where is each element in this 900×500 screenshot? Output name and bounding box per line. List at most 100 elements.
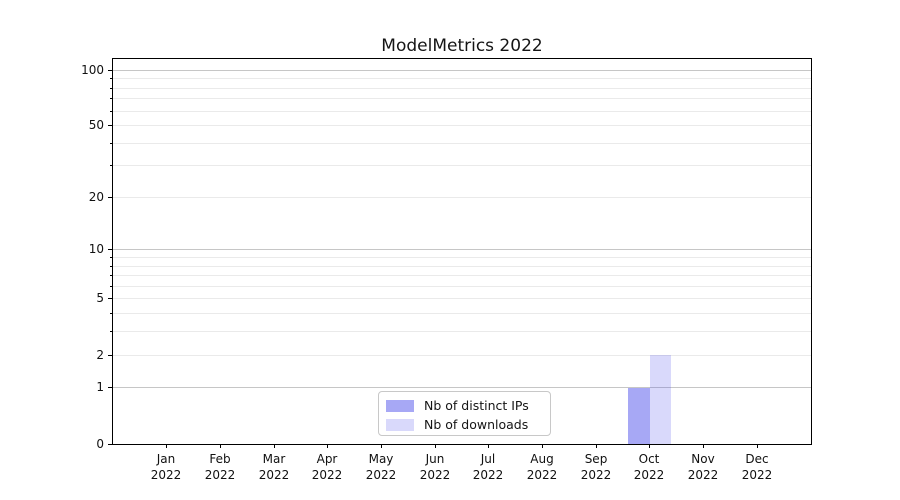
y-tick-mark — [108, 355, 112, 356]
x-tick-label-oct: Oct 2022 — [619, 451, 679, 483]
x-tick-mark — [703, 444, 704, 448]
x-tick-year: 2022 — [472, 468, 504, 482]
x-tick-mark — [220, 444, 221, 448]
x-tick-label-aug: Aug 2022 — [512, 451, 572, 483]
y-tick-mark — [108, 197, 112, 198]
y-tick-mark — [108, 70, 112, 71]
y-tick-mark — [108, 298, 112, 299]
x-tick-mark — [327, 444, 328, 448]
x-tick-year: 2022 — [687, 468, 719, 482]
legend-swatch — [386, 399, 414, 412]
x-tick-mark — [649, 444, 650, 448]
y-minor-tick-mark — [110, 88, 112, 89]
y-tick-label: 100 — [81, 63, 104, 77]
x-tick-mark — [435, 444, 436, 448]
x-tick-month: Apr — [316, 452, 338, 466]
x-tick-month: Jul — [480, 452, 496, 466]
legend: Nb of distinct IPs Nb of downloads — [378, 391, 551, 436]
y-minor-tick-mark — [110, 165, 112, 166]
x-tick-mark — [381, 444, 382, 448]
x-tick-year: 2022 — [741, 468, 773, 482]
minor-gridline — [113, 266, 811, 267]
y-minor-tick-mark — [110, 98, 112, 99]
x-tick-month: Jan — [156, 452, 176, 466]
x-tick-year: 2022 — [204, 468, 236, 482]
x-tick-year: 2022 — [580, 468, 612, 482]
x-tick-label-jul: Jul 2022 — [458, 451, 518, 483]
x-tick-month: Feb — [209, 452, 231, 466]
x-tick-label-jan: Jan 2022 — [136, 451, 196, 483]
x-tick-month: Nov — [691, 452, 715, 466]
minor-gridline — [113, 355, 811, 356]
x-tick-month: Sep — [584, 452, 608, 466]
minor-gridline — [113, 197, 811, 198]
minor-gridline — [113, 98, 811, 99]
legend-swatch — [386, 418, 414, 431]
x-tick-month: Mar — [262, 452, 286, 466]
x-tick-label-apr: Apr 2022 — [297, 451, 357, 483]
minor-gridline — [113, 143, 811, 144]
major-gridline — [113, 249, 811, 250]
x-tick-year: 2022 — [150, 468, 182, 482]
x-tick-year: 2022 — [258, 468, 290, 482]
x-tick-label-dec: Dec 2022 — [727, 451, 787, 483]
minor-gridline — [113, 111, 811, 112]
legend-label: Nb of distinct IPs — [424, 398, 529, 413]
x-tick-year: 2022 — [526, 468, 558, 482]
x-tick-month: Aug — [530, 452, 554, 466]
x-tick-label-may: May 2022 — [351, 451, 411, 483]
x-tick-month: Jun — [425, 452, 445, 466]
x-tick-label-sep: Sep 2022 — [566, 451, 626, 483]
y-minor-tick-mark — [110, 286, 112, 287]
y-tick-label: 1 — [96, 380, 104, 394]
y-minor-tick-mark — [110, 313, 112, 314]
x-tick-year: 2022 — [311, 468, 343, 482]
x-tick-year: 2022 — [419, 468, 451, 482]
y-tick-label: 10 — [88, 242, 104, 256]
x-tick-year: 2022 — [633, 468, 665, 482]
x-tick-month: May — [368, 452, 394, 466]
y-minor-tick-mark — [110, 266, 112, 267]
y-tick-label: 20 — [88, 190, 104, 204]
y-minor-tick-mark — [110, 143, 112, 144]
x-tick-label-jun: Jun 2022 — [405, 451, 465, 483]
major-gridline — [113, 70, 811, 71]
x-tick-mark — [757, 444, 758, 448]
x-tick-mark — [542, 444, 543, 448]
y-tick-mark — [108, 125, 112, 126]
x-tick-month: Oct — [638, 452, 660, 466]
y-tick-mark — [108, 387, 112, 388]
minor-gridline — [113, 165, 811, 166]
x-tick-mark — [274, 444, 275, 448]
y-tick-label: 5 — [96, 291, 104, 305]
y-minor-tick-mark — [110, 275, 112, 276]
minor-gridline — [113, 286, 811, 287]
x-tick-mark — [488, 444, 489, 448]
y-tick-mark — [108, 249, 112, 250]
minor-gridline — [113, 313, 811, 314]
bar-oct-s1 — [649, 355, 672, 444]
plot-area: Nb of distinct IPs Nb of downloads — [112, 58, 812, 445]
x-tick-year: 2022 — [365, 468, 397, 482]
minor-gridline — [113, 331, 811, 332]
minor-gridline — [113, 298, 811, 299]
bar-oct-s0 — [628, 387, 650, 444]
chart-title: ModelMetrics 2022 — [381, 36, 543, 56]
legend-entry: Nb of downloads — [386, 415, 543, 434]
y-minor-tick-mark — [110, 78, 112, 79]
legend-label: Nb of downloads — [424, 417, 529, 432]
y-tick-label: 50 — [88, 118, 104, 132]
minor-gridline — [113, 78, 811, 79]
y-tick-mark — [108, 444, 112, 445]
x-tick-mark — [596, 444, 597, 448]
y-tick-label: 0 — [96, 437, 104, 451]
x-tick-mark — [166, 444, 167, 448]
y-minor-tick-mark — [110, 257, 112, 258]
minor-gridline — [113, 88, 811, 89]
y-minor-tick-mark — [110, 111, 112, 112]
legend-entry: Nb of distinct IPs — [386, 396, 543, 415]
y-minor-tick-mark — [110, 331, 112, 332]
major-gridline — [113, 387, 811, 388]
minor-gridline — [113, 125, 811, 126]
